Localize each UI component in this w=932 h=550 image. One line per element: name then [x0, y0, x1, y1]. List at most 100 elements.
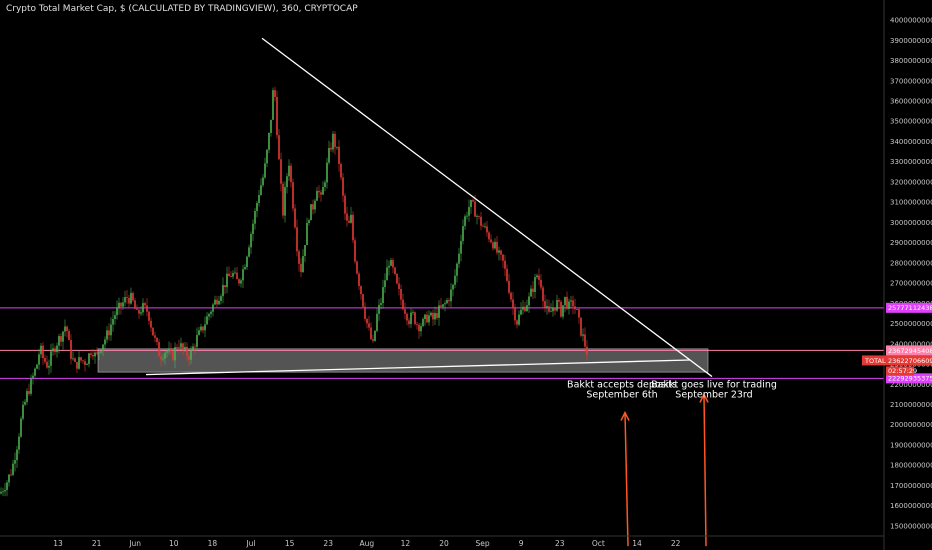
- candle-body: [38, 354, 40, 365]
- candle-body: [54, 348, 56, 353]
- candle-body: [10, 474, 12, 476]
- x-tick-label: 21: [92, 539, 102, 548]
- y-tick-label: 400000000000: [890, 17, 932, 25]
- trend-line: [145, 359, 691, 376]
- candle-body: [72, 358, 74, 360]
- candle-body: [138, 309, 140, 314]
- arrow-head: [620, 410, 630, 421]
- candle-body: [428, 315, 430, 323]
- candle-body: [46, 361, 48, 368]
- y-axis[interactable]: 150000000000 160000000000 170000000000 1800…: [883, 0, 932, 550]
- candle-body: [36, 364, 38, 369]
- candle-body: [270, 119, 272, 133]
- candle-body: [290, 165, 292, 183]
- candle-body: [416, 324, 418, 325]
- candle-body: [372, 339, 374, 341]
- candle-body: [208, 313, 210, 317]
- candle-body: [216, 299, 218, 305]
- candle-body: [154, 335, 156, 338]
- candle-body: [482, 225, 484, 227]
- candle-body: [82, 360, 84, 362]
- candle-body: [302, 256, 304, 273]
- candle-body: [368, 323, 370, 328]
- candle-body: [412, 312, 414, 314]
- candle-body: [580, 317, 582, 336]
- candle-body: [174, 347, 176, 361]
- candle-body: [396, 273, 398, 284]
- candle-body: [142, 303, 144, 313]
- candle-body: [286, 176, 288, 188]
- candle-body: [108, 330, 110, 336]
- candle-body: [528, 296, 530, 306]
- candle-body: [564, 296, 566, 306]
- candle-body: [526, 305, 528, 312]
- candle-body: [470, 199, 472, 208]
- candle-body: [62, 331, 64, 342]
- y-tick-label: 280000000000: [890, 259, 932, 267]
- candle-body: [56, 345, 58, 353]
- candle-body: [262, 177, 264, 186]
- candle-body: [572, 300, 574, 307]
- candle-body: [362, 294, 364, 307]
- candle-body: [136, 308, 138, 310]
- candle-body: [132, 292, 134, 301]
- candle-body: [332, 133, 334, 150]
- x-tick-label: 15: [285, 539, 295, 548]
- candle-body: [512, 299, 514, 308]
- y-tick-label: 170000000000: [890, 482, 932, 490]
- candle-body: [434, 313, 436, 320]
- candle-body: [444, 303, 446, 305]
- candle-body: [296, 227, 298, 252]
- candles: [0, 86, 588, 497]
- candle-body: [386, 267, 388, 281]
- candle-body: [402, 299, 404, 310]
- candle-body: [190, 350, 192, 360]
- candle-body: [68, 331, 70, 340]
- level-tag-bg: [886, 345, 932, 356]
- candle-body: [430, 312, 432, 316]
- candle-body: [148, 311, 150, 321]
- y-tick-label: 270000000000: [890, 280, 932, 288]
- candle-body: [448, 300, 450, 302]
- candle-body: [366, 318, 368, 324]
- y-tick-label: 310000000000: [890, 199, 932, 207]
- candle-body: [12, 463, 14, 475]
- candle-body: [458, 253, 460, 264]
- candle-body: [480, 216, 482, 226]
- x-tick-label: 22: [671, 539, 681, 548]
- y-tick-label: 160000000000: [890, 502, 932, 510]
- candle-body: [518, 314, 520, 325]
- candle-body: [298, 251, 300, 264]
- x-axis[interactable]: 13 21 Jun 10 18 Jul 15 23 Aug 12 20 Sep 9 23 Oct 14 22: [0, 535, 884, 548]
- level-tag-bg: [886, 373, 932, 384]
- candle-body: [508, 280, 510, 293]
- arrow-shaft: [624, 412, 629, 547]
- candle-body: [282, 183, 284, 216]
- candle-body: [554, 307, 556, 311]
- candle-body: [274, 90, 276, 97]
- candle-body: [450, 289, 452, 302]
- candle-body: [374, 330, 376, 341]
- x-tick-label: 18: [208, 539, 218, 548]
- candle-body: [584, 334, 586, 347]
- candle-body: [390, 260, 392, 266]
- candle-body: [506, 268, 508, 281]
- candle-body: [418, 324, 420, 332]
- candle-body: [44, 358, 46, 362]
- chart-title: Crypto Total Market Cap, $ (CALCULATED B…: [6, 4, 358, 14]
- candle-body: [484, 226, 486, 228]
- y-tick-label: 330000000000: [890, 158, 932, 166]
- candle-body: [210, 311, 212, 314]
- candle-body: [170, 349, 172, 352]
- candle-body: [316, 190, 318, 201]
- candle-body: [250, 233, 252, 248]
- annotation-line2: September 23rd: [675, 389, 752, 400]
- candle-body: [438, 305, 440, 318]
- candle-body: [194, 346, 196, 348]
- candle-body: [314, 200, 316, 210]
- candle-body: [384, 280, 386, 288]
- candle-body: [86, 364, 88, 365]
- candle-body: [324, 182, 326, 187]
